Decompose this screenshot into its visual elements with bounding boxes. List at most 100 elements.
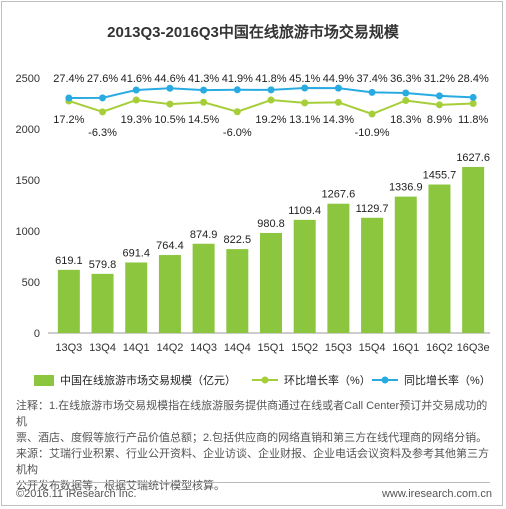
legend: 中国在线旅游市场交易规模（亿元） 环比增长率（%） 同比增长率（%） <box>34 373 491 387</box>
bar-value-label: 1455.7 <box>423 170 457 182</box>
yoy-point <box>65 94 73 102</box>
bar-series: 619.1 579.8 691.4 764.4 874.9 822.5 980.81109.… <box>55 152 490 333</box>
yoy-point <box>99 94 107 102</box>
qoq-point <box>435 101 443 109</box>
yoy-value-label: 44.6% <box>154 73 185 85</box>
qoq-value-label: 18.3% <box>390 114 421 126</box>
y-tick-label: 1500 <box>16 175 40 187</box>
yoy-value-label: 27.4% <box>53 73 84 85</box>
axes: 0 500 1000 1500 2000 2500 13Q3 13Q4 14Q1 14Q2 14Q3… <box>16 73 490 354</box>
qoq-value-label: 11.8% <box>458 114 489 126</box>
qoq-point <box>402 96 410 104</box>
note-line-2: 票、酒店、度假等旅行产品价值总额；2.包括供应商的网络直销和第三方在线代理商的网… <box>16 432 488 444</box>
yoy-value-label: 41.6% <box>121 73 152 85</box>
yoy-point <box>166 84 174 92</box>
qoq-value-label: 8.9% <box>427 114 452 126</box>
x-tick-label: 16Q2 <box>426 342 453 354</box>
bar <box>158 255 181 333</box>
legend-yoy-marker <box>381 376 389 384</box>
yoy-value-label: 31.2% <box>424 73 455 85</box>
bar-value-label: 619.1 <box>55 255 83 267</box>
bar-value-label: 1129.7 <box>356 203 389 215</box>
qoq-point <box>99 108 107 116</box>
qoq-point <box>334 98 342 106</box>
bar <box>394 196 417 333</box>
website: www.iresearch.com.cn <box>381 488 492 500</box>
x-tick-label: 15Q1 <box>258 342 285 354</box>
bar-value-label: 980.8 <box>257 218 285 230</box>
yoy-point <box>334 84 342 92</box>
x-tick-label: 14Q1 <box>123 342 150 354</box>
x-tick-label: 15Q4 <box>359 342 386 354</box>
footer-divider <box>16 482 490 483</box>
y-tick-label: 2500 <box>16 73 40 85</box>
qoq-value-label: 13.1% <box>289 114 320 126</box>
bar <box>327 203 350 333</box>
y-tick-label: 500 <box>22 277 40 289</box>
x-tick-label: 14Q4 <box>224 342 251 354</box>
bar-value-label: 822.5 <box>224 234 252 246</box>
legend-bar-swatch <box>34 375 54 386</box>
qoq-value-label: -10.9% <box>355 127 390 139</box>
bar <box>226 249 249 333</box>
x-tick-label: 16Q1 <box>392 342 419 354</box>
bar-value-label: 1336.9 <box>389 182 423 194</box>
qoq-value-label: 14.3% <box>323 114 354 126</box>
qoq-point <box>200 98 208 106</box>
qoq-value-label: 10.5% <box>154 114 185 126</box>
bar-value-label: 1267.6 <box>322 189 356 201</box>
yoy-value-label: 41.8% <box>255 73 286 85</box>
bar <box>91 273 114 333</box>
qoq-value-label: 19.2% <box>255 114 286 126</box>
qoq-point <box>233 108 241 116</box>
bar <box>57 269 80 333</box>
y-tick-label: 0 <box>34 328 40 340</box>
bar-value-label: 874.9 <box>190 229 218 241</box>
x-tick-label: 14Q3 <box>190 342 217 354</box>
qoq-value-label: -6.0% <box>223 127 252 139</box>
yoy-point <box>267 86 275 94</box>
yoy-value-label: 44.9% <box>323 73 354 85</box>
legend-bar-label: 中国在线旅游市场交易规模（亿元） <box>60 373 236 387</box>
yoy-value-label: 45.1% <box>289 73 320 85</box>
bar <box>361 217 384 333</box>
bar-value-label: 579.8 <box>89 259 117 271</box>
copyright: ©2016.11 iResearch Inc. <box>16 488 137 500</box>
bar <box>192 243 215 333</box>
yoy-value-label: 41.3% <box>188 73 219 85</box>
chart-title: 2013Q3-2016Q3中国在线旅游市场交易规模 <box>107 23 400 41</box>
yoy-point <box>301 84 309 92</box>
legend-yoy-label: 同比增长率（%） <box>404 373 491 387</box>
source-line-2: 公开发布数据等，根据艾瑞统计模型核算。 <box>16 480 225 492</box>
yoy-point <box>233 86 241 94</box>
bar <box>125 262 148 333</box>
bar-value-label: 764.4 <box>156 240 184 252</box>
note-line-1: 注释：1.在线旅游市场交易规模指在线旅游服务提供商通过在线或者Call Cent… <box>16 400 488 428</box>
bar <box>462 166 485 333</box>
yoy-value-label: 28.4% <box>458 73 489 85</box>
bar <box>260 232 282 333</box>
x-tick-label: 15Q3 <box>325 342 352 354</box>
qoq-point <box>132 96 140 104</box>
x-tick-label: 14Q2 <box>156 342 183 354</box>
qoq-value-label: 19.3% <box>121 114 152 126</box>
qoq-value-label: -6.3% <box>88 127 117 139</box>
bar <box>293 219 316 333</box>
qoq-point <box>469 99 477 107</box>
y-tick-label: 1000 <box>16 226 40 238</box>
yoy-value-label: 41.9% <box>222 73 253 85</box>
qoq-value-label: 17.2% <box>53 114 84 126</box>
yoy-value-label: 36.3% <box>390 73 421 85</box>
yoy-value-label: 37.4% <box>356 73 387 85</box>
qoq-point <box>267 96 275 104</box>
yoy-point <box>368 88 376 96</box>
legend-qoq-label: 环比增长率（%） <box>284 373 371 387</box>
qoq-point <box>166 100 174 108</box>
legend-qoq-marker <box>261 376 269 384</box>
bar <box>428 184 451 333</box>
yoy-point <box>469 93 477 101</box>
x-tick-label: 16Q3e <box>457 342 490 354</box>
yoy-point <box>200 86 208 94</box>
